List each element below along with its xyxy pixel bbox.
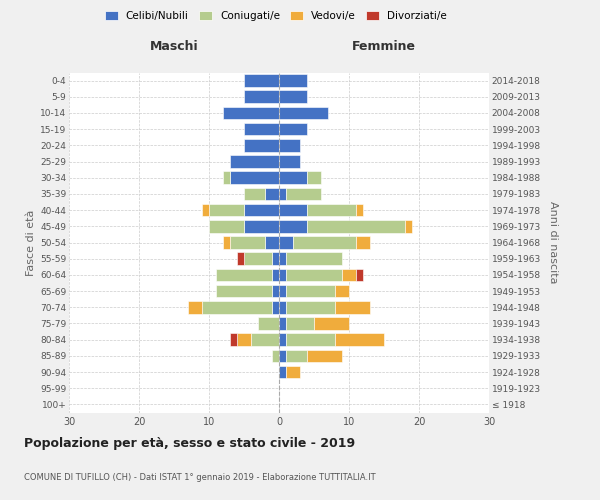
Y-axis label: Anni di nascita: Anni di nascita: [548, 201, 557, 283]
Bar: [244, 204, 279, 216]
Bar: [230, 172, 279, 184]
Y-axis label: Fasce di età: Fasce di età: [26, 210, 36, 276]
Bar: [335, 301, 370, 314]
Bar: [202, 204, 209, 216]
Bar: [209, 220, 244, 232]
Bar: [279, 106, 328, 120]
Bar: [335, 334, 384, 346]
Bar: [307, 172, 321, 184]
Bar: [279, 220, 307, 232]
Bar: [230, 334, 237, 346]
Bar: [286, 268, 342, 281]
Bar: [356, 268, 363, 281]
Bar: [237, 252, 244, 265]
Bar: [279, 90, 307, 103]
Bar: [279, 123, 307, 136]
Text: Femmine: Femmine: [352, 40, 416, 52]
Bar: [405, 220, 412, 232]
Bar: [272, 350, 279, 362]
Bar: [286, 301, 335, 314]
Bar: [356, 204, 363, 216]
Bar: [279, 350, 286, 362]
Bar: [237, 334, 251, 346]
Bar: [272, 301, 279, 314]
Bar: [279, 155, 300, 168]
Bar: [279, 236, 293, 249]
Bar: [216, 268, 272, 281]
Bar: [188, 301, 202, 314]
Bar: [279, 334, 286, 346]
Bar: [286, 252, 342, 265]
Bar: [314, 317, 349, 330]
Bar: [286, 350, 307, 362]
Bar: [209, 204, 244, 216]
Bar: [244, 139, 279, 151]
Bar: [342, 268, 356, 281]
Text: COMUNE DI TUFILLO (CH) - Dati ISTAT 1° gennaio 2019 - Elaborazione TUTTITALIA.IT: COMUNE DI TUFILLO (CH) - Dati ISTAT 1° g…: [24, 473, 376, 482]
Text: Maschi: Maschi: [149, 40, 199, 52]
Bar: [202, 301, 272, 314]
Bar: [272, 285, 279, 298]
Bar: [286, 188, 321, 200]
Bar: [279, 301, 286, 314]
Bar: [286, 285, 335, 298]
Bar: [279, 268, 286, 281]
Bar: [279, 366, 286, 378]
Bar: [272, 268, 279, 281]
Bar: [272, 252, 279, 265]
Bar: [244, 74, 279, 87]
Bar: [279, 74, 307, 87]
Bar: [244, 188, 265, 200]
Bar: [279, 204, 307, 216]
Bar: [335, 285, 349, 298]
Bar: [279, 139, 300, 151]
Bar: [293, 236, 356, 249]
Bar: [286, 366, 300, 378]
Bar: [258, 317, 279, 330]
Bar: [279, 285, 286, 298]
Bar: [307, 350, 342, 362]
Bar: [251, 334, 279, 346]
Bar: [216, 285, 272, 298]
Bar: [223, 106, 279, 120]
Text: Popolazione per età, sesso e stato civile - 2019: Popolazione per età, sesso e stato civil…: [24, 438, 355, 450]
Bar: [244, 252, 272, 265]
Bar: [244, 220, 279, 232]
Bar: [279, 252, 286, 265]
Bar: [279, 188, 286, 200]
Bar: [279, 172, 307, 184]
Bar: [356, 236, 370, 249]
Legend: Celibi/Nubili, Coniugati/e, Vedovi/e, Divorziati/e: Celibi/Nubili, Coniugati/e, Vedovi/e, Di…: [102, 8, 450, 24]
Bar: [279, 317, 286, 330]
Bar: [223, 236, 230, 249]
Bar: [230, 155, 279, 168]
Bar: [307, 204, 356, 216]
Bar: [230, 236, 265, 249]
Bar: [286, 334, 335, 346]
Bar: [244, 123, 279, 136]
Bar: [286, 317, 314, 330]
Bar: [307, 220, 405, 232]
Bar: [223, 172, 230, 184]
Bar: [244, 90, 279, 103]
Bar: [265, 188, 279, 200]
Bar: [265, 236, 279, 249]
